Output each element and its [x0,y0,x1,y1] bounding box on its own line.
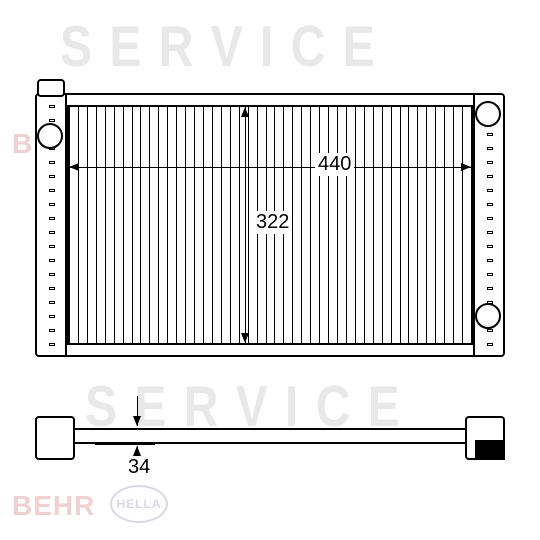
tank-rib [487,231,493,234]
filler-cap [37,79,65,97]
port-upper-right [475,101,501,127]
watermark-behr-bottom: BEHR [12,490,95,522]
core-fin [444,107,445,343]
tank-rib [49,105,55,108]
core-fin [212,107,213,343]
core-fin [140,107,141,343]
tank-rib [49,189,55,192]
dim-depth-label: 34 [125,456,153,479]
dim-width-label: 440 [315,153,354,176]
tank-rib [49,175,55,178]
core-fin [167,107,168,343]
top-view-tank-right [465,416,505,460]
core-fin [221,107,222,343]
core-fin [435,107,436,343]
core-fin [158,107,159,343]
tank-rib [49,245,55,248]
core-fin [373,107,374,343]
tank-rib [487,147,493,150]
tank-rib [487,287,493,290]
core-fin [301,107,302,343]
tank-rib [487,217,493,220]
core-fin [417,107,418,343]
core-fin [114,107,115,343]
tank-rib [49,301,55,304]
core-fin [391,107,392,343]
dim-height-arrow [245,107,246,343]
tank-rib [49,119,55,122]
core-fin [149,107,150,343]
core-fin [87,107,88,343]
tank-rib [487,329,493,332]
tank-rib [487,245,493,248]
dim-depth-arrow-top [137,396,138,426]
top-view-core [65,428,475,444]
core-fin [310,107,311,343]
tank-rib [49,203,55,206]
tank-rib [49,259,55,262]
core-fin [319,107,320,343]
core-fin [123,107,124,343]
dim-width-arrow [69,167,471,168]
tank-rib [49,217,55,220]
core-fin [426,107,427,343]
core-fin [292,107,293,343]
tank-rib [49,287,55,290]
tank-rib [487,133,493,136]
core-footer-rail [65,343,475,357]
core-fin [408,107,409,343]
core-fin [230,107,231,343]
outlet-port-lower-right [475,303,501,329]
tank-rib [49,231,55,234]
core-fin [203,107,204,343]
core-fin [69,107,70,343]
core-fin [105,107,106,343]
tank-rib [49,273,55,276]
tank-rib [49,161,55,164]
core-fin [453,107,454,343]
tank-rib [49,315,55,318]
core-fin [239,107,240,343]
tank-rib [487,161,493,164]
inlet-port-upper-left [37,123,63,149]
core-fin [346,107,347,343]
core-fin [364,107,365,343]
tank-rib [49,329,55,332]
tank-rib [49,343,55,346]
core-fin [355,107,356,343]
core-fin [471,107,472,343]
core-fin [176,107,177,343]
core-fin [337,107,338,343]
core-fin [194,107,195,343]
core-fin [328,107,329,343]
core-fin [248,107,249,343]
core-fin [382,107,383,343]
core-fin [400,107,401,343]
top-view-tank-left [35,416,75,460]
core-fin [96,107,97,343]
core-fin [132,107,133,343]
tank-rib [487,189,493,192]
tank-rib [487,259,493,262]
core-fin [78,107,79,343]
radiator-top-view: 34 [35,410,505,465]
watermark-hella-bottom: HELLA [110,485,168,523]
tank-rib [487,343,493,346]
dim-depth-ext-top [95,428,155,429]
core-fin [462,107,463,343]
dim-depth-ext-bottom [95,444,155,445]
tank-rib [487,175,493,178]
core-fin [185,107,186,343]
watermark-service-top: S E R V I C E [60,15,377,81]
dim-height-label: 322 [253,211,292,234]
tank-rib [487,203,493,206]
radiator-front-view: 440 322 [35,85,505,365]
tank-rib [487,273,493,276]
